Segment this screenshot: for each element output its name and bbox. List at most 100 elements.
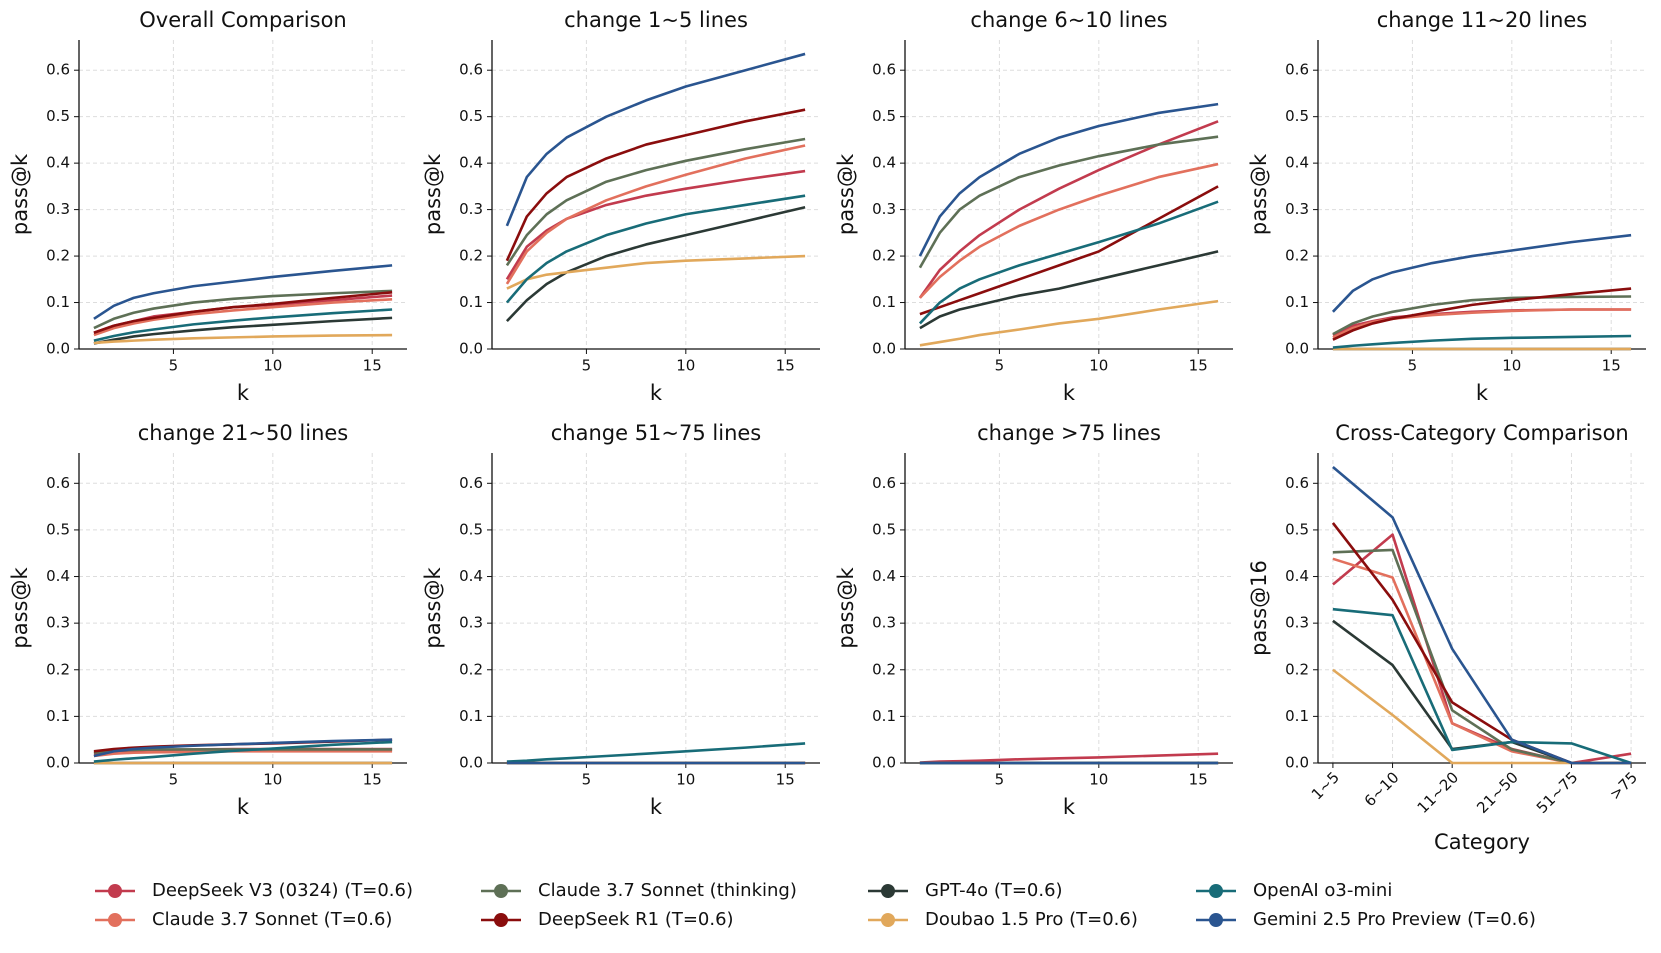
series-line <box>918 120 1219 299</box>
series-line <box>505 169 806 280</box>
y-tick-label: 0.4 <box>872 154 896 172</box>
y-tick-label: 0.6 <box>1285 474 1309 492</box>
legend-marker <box>108 913 122 927</box>
series-line <box>93 333 393 345</box>
series-line <box>918 200 1219 325</box>
y-tick-label: 0.0 <box>459 754 483 772</box>
x-tick-label: 5 <box>169 771 179 789</box>
series-line <box>1332 465 1632 765</box>
chart-title: Cross-Category Comparison <box>1335 421 1628 445</box>
x-axis-label: k <box>237 795 250 819</box>
series-line <box>506 254 806 290</box>
series-line <box>918 162 1219 299</box>
y-tick-label: 0.0 <box>1285 340 1309 358</box>
y-tick-label: 0.4 <box>459 154 483 172</box>
x-axis-label: k <box>1063 795 1076 819</box>
x-axis-label: k <box>650 795 663 819</box>
x-axis-label: k <box>1063 381 1076 405</box>
series-line <box>919 299 1219 347</box>
y-tick-label: 0.5 <box>46 520 70 538</box>
y-tick-label: 0.2 <box>46 660 70 678</box>
legend-marker <box>881 884 895 898</box>
y-axis-label: pass@k <box>421 153 445 235</box>
y-tick-label: 0.1 <box>872 293 896 311</box>
legend-label: Doubao 1.5 Pro (T=0.6) <box>925 909 1138 930</box>
series-line <box>93 264 393 320</box>
x-tick-label: 15 <box>776 357 795 375</box>
series-line <box>93 750 393 758</box>
chart-title: change 1~5 lines <box>564 8 748 32</box>
x-tick-label: 5 <box>995 357 1005 375</box>
y-tick-label: 0.6 <box>872 474 896 492</box>
y-tick-label: 0.5 <box>46 107 70 125</box>
x-tick-label: 5 <box>582 357 592 375</box>
series-line <box>505 108 806 262</box>
y-axis-label: pass@k <box>421 567 445 649</box>
chart-title: Overall Comparison <box>139 8 346 32</box>
x-tick-label: 51~75 <box>1533 768 1582 817</box>
y-tick-label: 0.2 <box>459 660 483 678</box>
y-tick-label: 0.2 <box>872 660 896 678</box>
y-tick-label: 0.2 <box>1285 660 1309 678</box>
series-line <box>918 102 1219 257</box>
x-axis-label: k <box>650 381 663 405</box>
y-tick-label: 0.6 <box>872 61 896 79</box>
legend-label: DeepSeek R1 (T=0.6) <box>538 909 734 930</box>
y-tick-label: 0.2 <box>46 247 70 265</box>
series-line <box>93 291 393 334</box>
y-tick-label: 0.1 <box>1285 707 1309 725</box>
y-axis-label: pass@k <box>834 567 858 649</box>
x-tick-label: 15 <box>363 771 382 789</box>
x-tick-label: 10 <box>676 357 695 375</box>
y-tick-label: 0.3 <box>872 614 896 632</box>
x-tick-label: 5 <box>995 771 1005 789</box>
y-tick-label: 0.5 <box>459 107 483 125</box>
legend-marker <box>108 884 122 898</box>
chart-title: change >75 lines <box>977 421 1161 445</box>
legend-marker <box>881 913 895 927</box>
x-tick-label: 10 <box>1089 357 1108 375</box>
x-tick-label: 1~5 <box>1308 768 1343 803</box>
x-tick-label: >75 <box>1606 768 1641 803</box>
y-tick-label: 0.3 <box>872 200 896 218</box>
y-tick-label: 0.5 <box>1285 520 1309 538</box>
y-tick-label: 0.4 <box>46 154 70 172</box>
y-tick-label: 0.5 <box>872 107 896 125</box>
y-tick-label: 0.1 <box>46 707 70 725</box>
series-line <box>505 144 806 285</box>
series-line <box>1332 607 1632 765</box>
y-tick-label: 0.4 <box>459 567 483 585</box>
y-tick-label: 0.6 <box>459 61 483 79</box>
x-tick-label: 6~10 <box>1361 768 1403 810</box>
series-line <box>93 738 393 758</box>
x-tick-label: 21~50 <box>1473 768 1522 817</box>
series-line <box>93 316 393 345</box>
legend-label: DeepSeek V3 (0324) (T=0.6) <box>152 880 413 901</box>
y-axis-label: pass@k <box>8 567 32 649</box>
x-tick-label: 10 <box>1089 771 1108 789</box>
y-axis-label: pass@k <box>834 153 858 235</box>
y-tick-label: 0.0 <box>46 754 70 772</box>
x-tick-label: 15 <box>1602 357 1621 375</box>
y-tick-label: 0.0 <box>459 340 483 358</box>
series-line <box>919 752 1219 764</box>
y-tick-label: 0.1 <box>459 707 483 725</box>
x-tick-label: 15 <box>1189 771 1208 789</box>
y-tick-label: 0.1 <box>872 707 896 725</box>
x-tick-label: 5 <box>1408 357 1418 375</box>
y-tick-label: 0.0 <box>872 754 896 772</box>
x-axis-label: k <box>237 381 250 405</box>
y-tick-label: 0.3 <box>459 200 483 218</box>
y-tick-label: 0.5 <box>872 520 896 538</box>
legend-label: GPT-4o (T=0.6) <box>925 880 1063 901</box>
y-tick-label: 0.2 <box>872 247 896 265</box>
y-tick-label: 0.0 <box>46 340 70 358</box>
y-tick-label: 0.5 <box>459 520 483 538</box>
legend-marker <box>494 913 508 927</box>
series-line <box>919 250 1219 330</box>
series-line <box>1332 334 1632 349</box>
y-tick-label: 0.6 <box>46 474 70 492</box>
series-line <box>505 206 806 323</box>
legend-label: Claude 3.7 Sonnet (thinking) <box>538 880 797 901</box>
y-tick-label: 0.3 <box>46 200 70 218</box>
